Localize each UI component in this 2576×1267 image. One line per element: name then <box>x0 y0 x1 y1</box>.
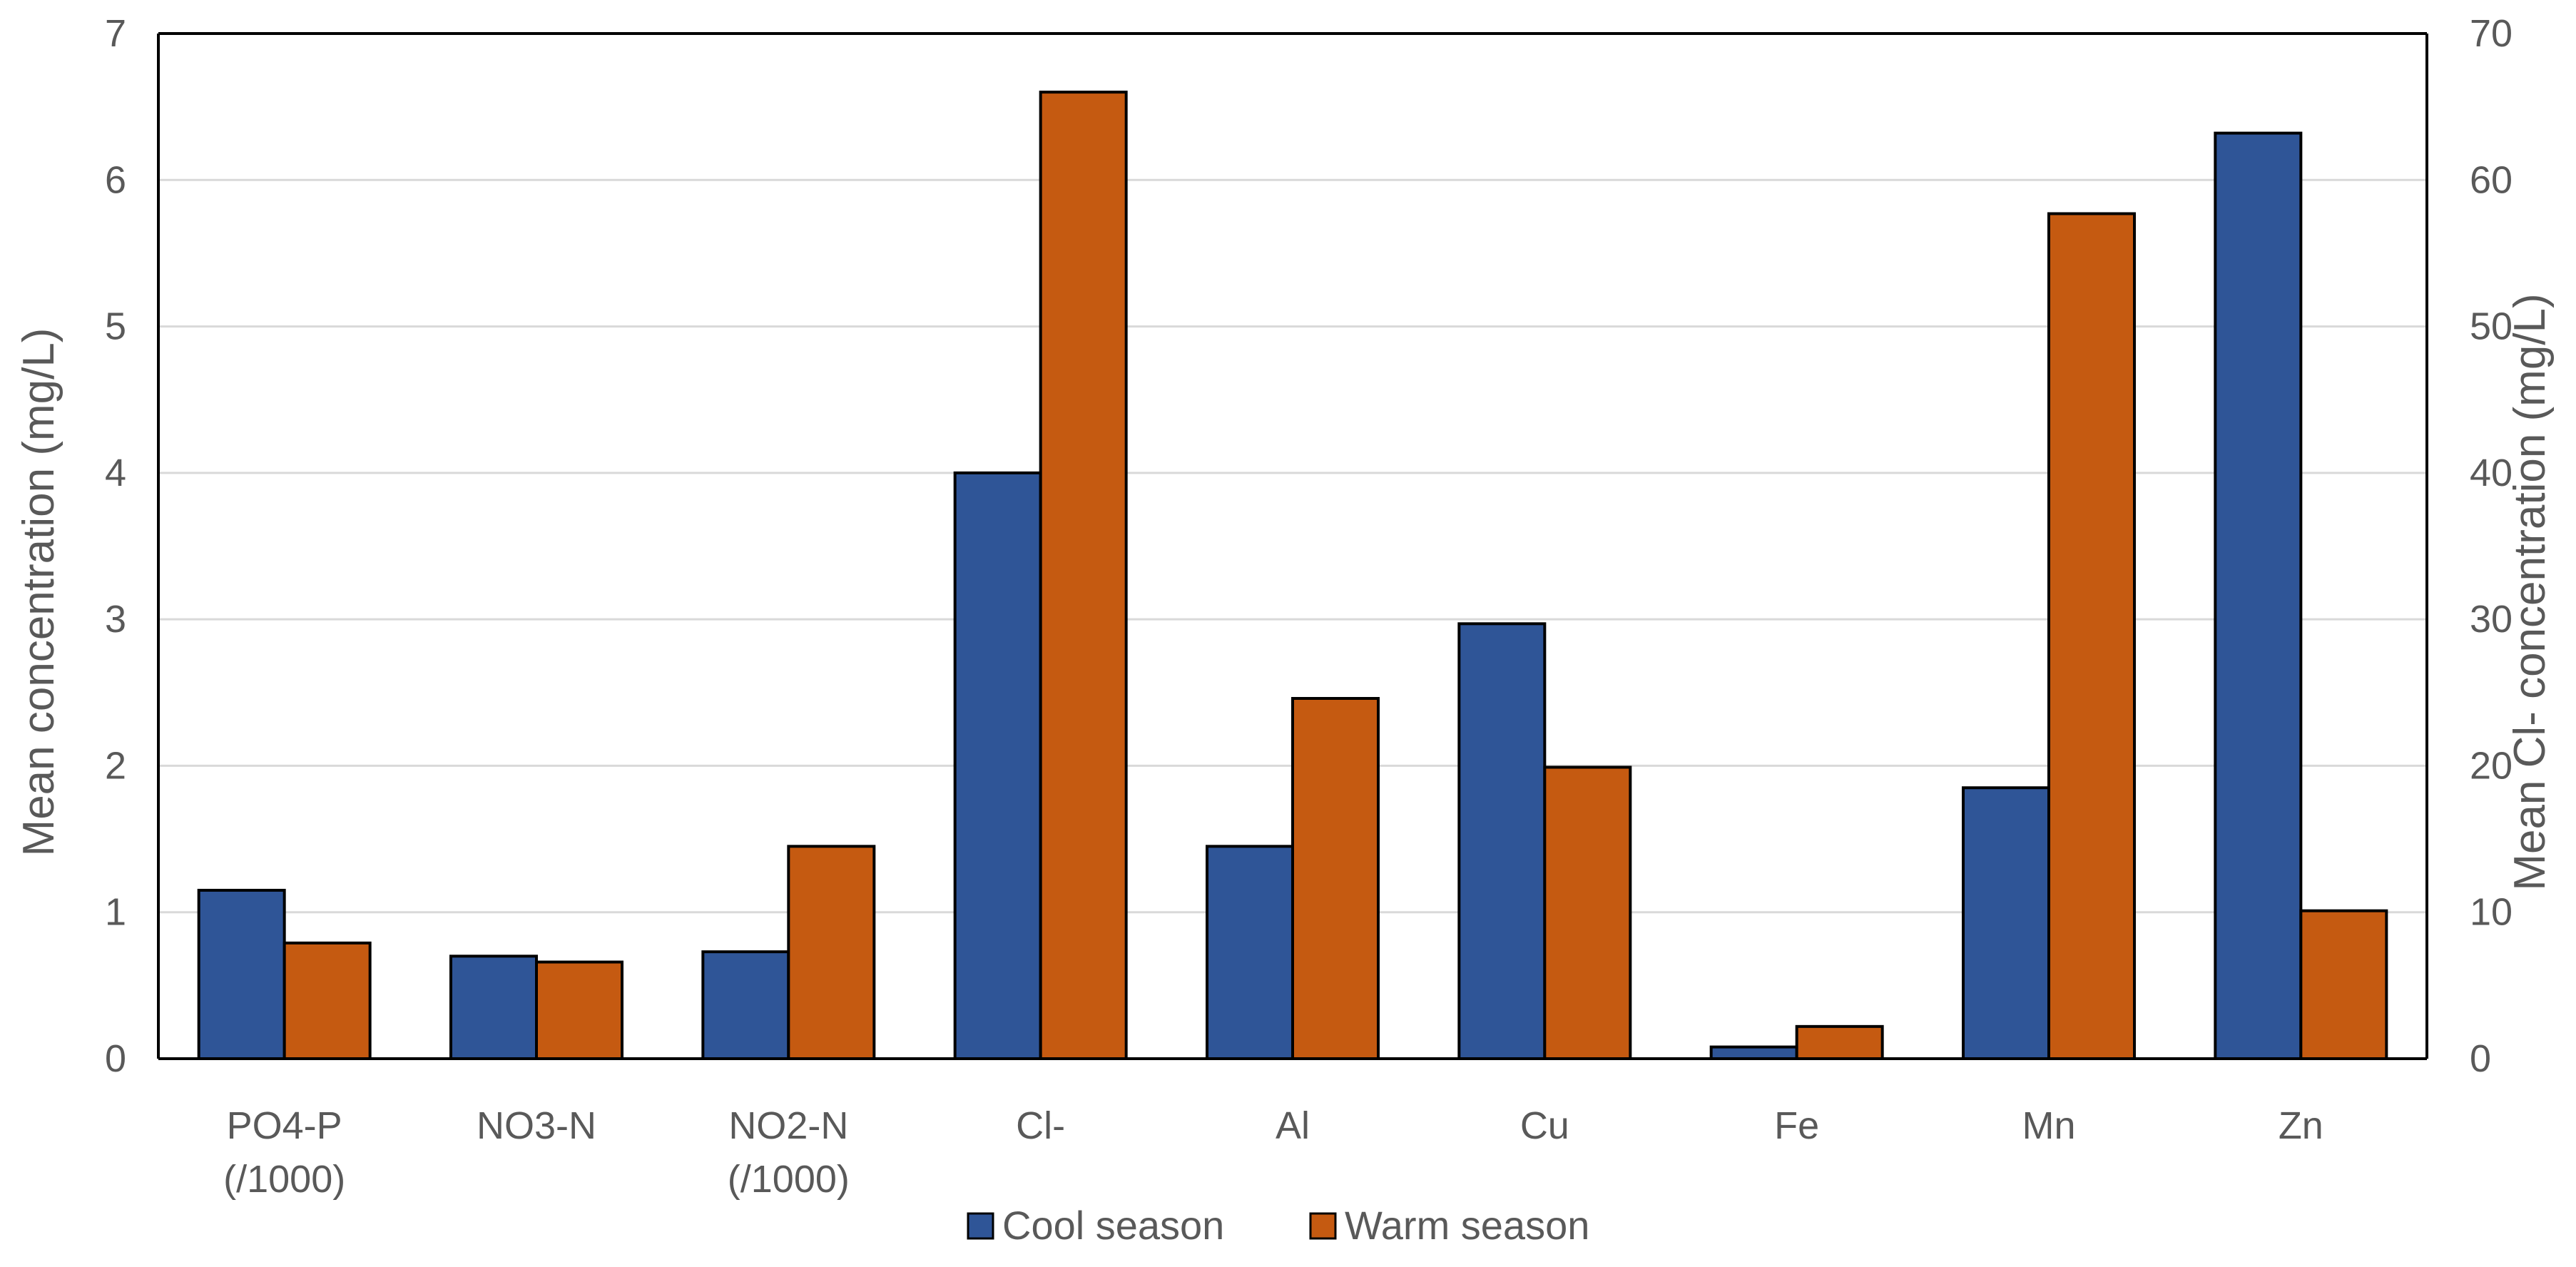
x-tick-label: Cu <box>1520 1104 1569 1147</box>
y-tick-label: 4 <box>105 452 126 494</box>
legend-swatch-cool-season <box>967 1212 994 1240</box>
x-tick-label: NO2-N <box>728 1104 848 1147</box>
x-tick-label: Al <box>1276 1104 1310 1147</box>
x-tick-label: Zn <box>2279 1104 2323 1147</box>
bar-warm-season-no2-n <box>787 845 876 1060</box>
bar-warm-season-cu <box>1543 765 1632 1061</box>
x-tick-label: Cl- <box>1016 1104 1065 1147</box>
x-tick-label: (/1000) <box>728 1158 850 1201</box>
y2-tick-label: 70 <box>2470 12 2513 55</box>
category-labels: PO4-P (/1000) NO3-N NO2-N (/1000) Cl- Al Cu Fe Mn… <box>223 1104 2323 1201</box>
bar-cool-season-fe <box>1709 1045 1798 1061</box>
y2-tick-label: 30 <box>2470 598 2513 641</box>
bar-cool-season-zn <box>2214 131 2303 1061</box>
y2-tick-label: 0 <box>2470 1037 2491 1080</box>
bar-warm-season-al <box>1291 696 1380 1060</box>
x-tick-label: NO3-N <box>477 1104 596 1147</box>
legend-label-cool-season: Cool season <box>1002 1203 1224 1248</box>
bar-cool-season-mn <box>1962 786 2050 1060</box>
x-tick-label: PO4-P <box>227 1104 342 1147</box>
bar-warm-season-cl <box>1039 91 1128 1061</box>
axes <box>157 32 2428 1060</box>
bar-cool-season-po4-p <box>197 888 286 1060</box>
bar-warm-season-po4-p <box>282 941 372 1061</box>
bar-cool-season-al <box>1206 845 1294 1060</box>
legend-swatch-warm-season <box>1309 1212 1337 1240</box>
y2-tick-label: 50 <box>2470 305 2513 348</box>
bar-cool-season-cl <box>953 471 1042 1060</box>
y2-tick-label: 10 <box>2470 891 2513 934</box>
bar-cool-season-no2-n <box>701 950 790 1061</box>
x-tick-label: Mn <box>2022 1104 2075 1147</box>
y-tick-label: 3 <box>105 598 126 641</box>
y-tick-label: 6 <box>105 158 126 201</box>
y2-tick-label: 20 <box>2470 744 2513 787</box>
bars <box>197 91 2388 1061</box>
bar-warm-season-no3-n <box>535 960 623 1061</box>
bar-warm-season-mn <box>2047 212 2136 1060</box>
y-tick-label: 0 <box>105 1037 126 1080</box>
y-axis-title: Mean concentration (mg/L) <box>14 328 63 857</box>
y-tick-label: 5 <box>105 305 126 348</box>
y-tick-label: 1 <box>105 891 126 934</box>
x-tick-label: Fe <box>1774 1104 1819 1147</box>
y2-tick-label: 40 <box>2470 452 2513 494</box>
y-tick-label: 7 <box>105 12 126 55</box>
y2-axis-title: Mean Cl- concentration (mg/L) <box>2505 293 2555 890</box>
y2-tick-label: 60 <box>2470 158 2513 201</box>
x-tick-label: (/1000) <box>223 1158 345 1201</box>
bar-warm-season-zn <box>2299 909 2388 1060</box>
bar-cool-season-no3-n <box>449 955 538 1061</box>
bar-warm-season-fe <box>1795 1024 1884 1061</box>
legend-label-warm-season: Warm season <box>1345 1203 1589 1248</box>
legend: Cool season Warm season <box>967 1203 1589 1248</box>
bar-cool-season-cu <box>1457 622 1547 1060</box>
y-tick-label: 2 <box>105 744 126 787</box>
